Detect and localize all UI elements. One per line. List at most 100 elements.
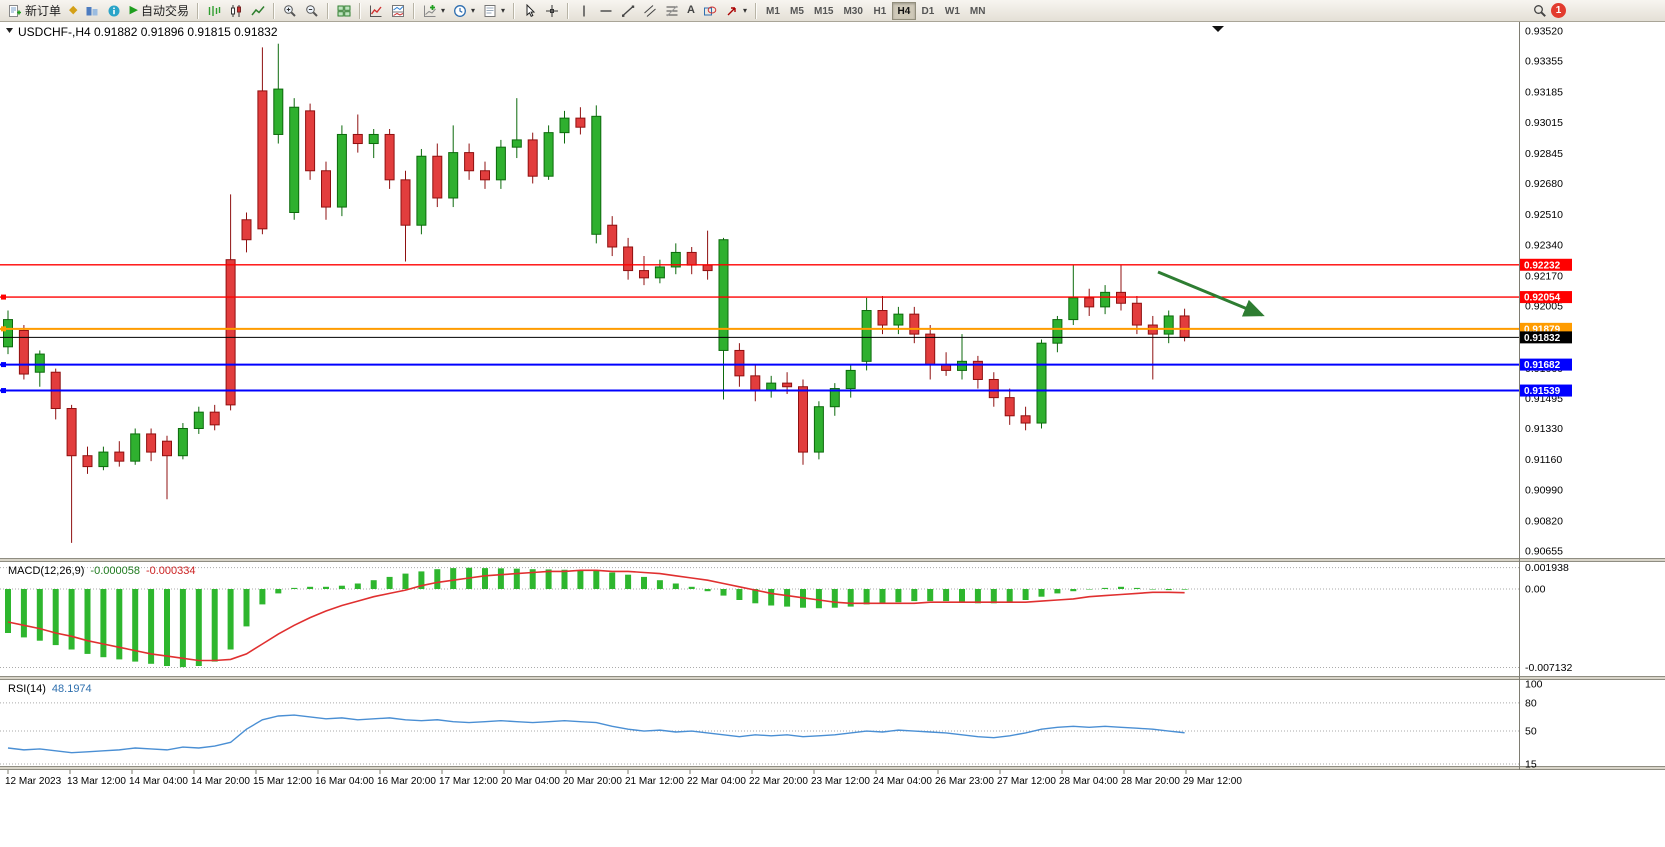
tile-windows-button[interactable] <box>333 1 355 20</box>
dropdown-caret-icon: ▾ <box>742 6 747 15</box>
toolbar-separator <box>272 2 275 19</box>
svg-text:80: 80 <box>1525 697 1537 709</box>
template-icon <box>484 4 496 17</box>
timeframe-m15-button[interactable]: M15 <box>809 2 838 20</box>
svg-text:0.92054: 0.92054 <box>1524 293 1561 304</box>
chart-candles-button[interactable] <box>225 1 247 20</box>
trendline-button[interactable] <box>617 1 639 20</box>
toolbar-separator <box>326 2 329 19</box>
crosshair-icon <box>546 4 559 17</box>
chart-canvas[interactable]: 0.93520 0.93355 0.93185 0.93015 0.92845 0.926… <box>0 22 1665 842</box>
svg-text:0.00: 0.00 <box>1525 584 1546 596</box>
dropdown-caret-icon: ▾ <box>440 6 445 15</box>
timeframe-m5-button[interactable]: M5 <box>785 2 809 20</box>
svg-text:0.92680: 0.92680 <box>1525 178 1563 190</box>
horizontal-line-button[interactable] <box>595 1 617 20</box>
chart-bars-button[interactable] <box>203 1 225 20</box>
auto-trading-button[interactable]: ▶ 自动交易 <box>125 1 192 20</box>
templates-button[interactable]: ▾ <box>479 1 509 20</box>
timeframe-m1-button[interactable]: M1 <box>761 2 785 20</box>
svg-text:0.93185: 0.93185 <box>1525 86 1563 98</box>
text-tool-button[interactable]: A <box>683 1 699 20</box>
svg-text:0.92845: 0.92845 <box>1525 148 1563 160</box>
crosshair-button[interactable] <box>541 1 563 20</box>
trend-arrow-annotation[interactable] <box>1157 270 1265 317</box>
clock-icon <box>454 4 466 17</box>
svg-text:0.91682: 0.91682 <box>1524 360 1561 371</box>
svg-text:14 Mar 20:00: 14 Mar 20:00 <box>191 776 250 787</box>
zoom-in-icon <box>284 4 296 17</box>
svg-text:22 Mar 04:00: 22 Mar 04:00 <box>687 776 746 787</box>
timeframe-m30-button[interactable]: M30 <box>838 2 867 20</box>
svg-text:0.90820: 0.90820 <box>1525 516 1563 528</box>
timeframe-h4-button[interactable]: H4 <box>891 2 916 21</box>
svg-text:29 Mar 12:00: 29 Mar 12:00 <box>1183 776 1242 787</box>
symbol-dropdown-icon[interactable] <box>6 28 13 33</box>
svg-text:15 Mar 12:00: 15 Mar 12:00 <box>253 776 312 787</box>
arrows-button[interactable]: ▾ <box>721 1 751 20</box>
fibonacci-button[interactable] <box>661 1 683 20</box>
zoom-in-button[interactable] <box>279 1 301 20</box>
svg-text:15: 15 <box>1525 759 1537 771</box>
svg-text:14 Mar 04:00: 14 Mar 04:00 <box>129 776 188 787</box>
svg-text:20 Mar 20:00: 20 Mar 20:00 <box>563 776 622 787</box>
shapes-button[interactable] <box>699 1 721 20</box>
new-order-button[interactable]: 新订单 <box>4 1 65 20</box>
svg-text:100: 100 <box>1525 679 1543 691</box>
svg-text:13 Mar 12:00: 13 Mar 12:00 <box>67 776 126 787</box>
timeframe-d1-button[interactable]: D1 <box>916 2 940 20</box>
help-button[interactable] <box>103 1 125 20</box>
rsi-panel <box>0 702 1519 765</box>
chart-line-button[interactable] <box>247 1 269 20</box>
candlestick-icon <box>230 4 241 17</box>
add-indicator-icon <box>423 4 436 17</box>
hlines-layer[interactable] <box>0 264 1519 394</box>
timeframe-toolbar: M1 M5 M15 M30 H1 H4 D1 W1 MN <box>761 1 990 21</box>
toolbar-separator <box>358 2 361 19</box>
cursor-icon <box>526 3 536 17</box>
price-axis[interactable]: 0.93520 0.93355 0.93185 0.93015 0.92845 0.926… <box>1519 22 1573 771</box>
chart-shift-marker[interactable] <box>1212 26 1224 32</box>
svg-text:24 Mar 04:00: 24 Mar 04:00 <box>873 776 932 787</box>
indicator-windows-button[interactable] <box>387 1 409 20</box>
svg-text:0.92340: 0.92340 <box>1525 240 1563 252</box>
profile-button[interactable] <box>81 1 103 20</box>
toolbar-separator <box>754 2 757 19</box>
toolbar-separator <box>513 2 516 19</box>
macd-panel <box>0 567 1519 668</box>
svg-text:17 Mar 12:00: 17 Mar 12:00 <box>439 776 498 787</box>
new-order-label: 新订单 <box>25 4 62 18</box>
search-button[interactable] <box>1529 1 1551 20</box>
svg-text:0.91330: 0.91330 <box>1525 423 1563 435</box>
add-indicator-button[interactable]: ▾ <box>419 1 449 20</box>
vertical-line-button[interactable] <box>573 1 595 20</box>
svg-text:28 Mar 20:00: 28 Mar 20:00 <box>1121 776 1180 787</box>
notification-badge[interactable]: 1 <box>1551 3 1566 18</box>
trendline-icon <box>622 5 635 17</box>
indicators-icon <box>369 5 382 17</box>
mql-editor-button[interactable]: ◆ <box>65 1 81 20</box>
candles-layer <box>3 43 1190 543</box>
time-axis[interactable]: 12 Mar 2023 13 Mar 12:00 14 Mar 04:00 14 Ma… <box>5 770 1242 787</box>
periods-button[interactable]: ▾ <box>449 1 479 20</box>
svg-text:21 Mar 12:00: 21 Mar 12:00 <box>625 776 684 787</box>
svg-text:0.91832: 0.91832 <box>1524 333 1561 344</box>
dropdown-caret-icon: ▾ <box>501 6 506 15</box>
diamond-icon: ◆ <box>69 4 78 16</box>
cursor-button[interactable] <box>519 1 541 20</box>
timeframe-h1-button[interactable]: H1 <box>868 2 892 20</box>
svg-text:0.92510: 0.92510 <box>1525 209 1563 221</box>
bar-chart-icon <box>208 5 221 16</box>
indicators-button[interactable] <box>365 1 387 20</box>
panel-separators[interactable] <box>0 558 1665 770</box>
svg-text:27 Mar 12:00: 27 Mar 12:00 <box>997 776 1056 787</box>
fibonacci-icon <box>666 5 678 16</box>
channel-icon <box>644 4 656 17</box>
svg-text:20 Mar 04:00: 20 Mar 04:00 <box>501 776 560 787</box>
timeframe-w1-button[interactable]: W1 <box>940 2 965 20</box>
timeframe-mn-button[interactable]: MN <box>965 2 991 20</box>
channel-button[interactable] <box>639 1 661 20</box>
svg-text:0.92005: 0.92005 <box>1525 300 1563 312</box>
tile-windows-icon <box>337 5 351 16</box>
zoom-out-button[interactable] <box>301 1 323 20</box>
